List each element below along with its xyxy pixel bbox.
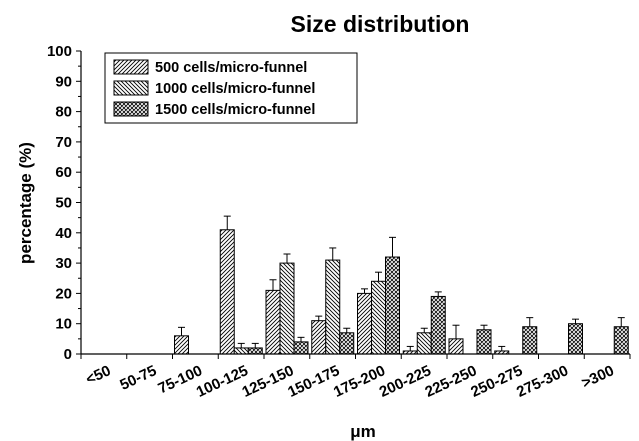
chart-title: Size distribution bbox=[291, 11, 470, 37]
x-tick-label-6: 175-200 bbox=[331, 362, 388, 401]
y-tick-label-80: 80 bbox=[55, 104, 72, 121]
x-axis-label: μm bbox=[350, 422, 376, 441]
bar-s0-3 bbox=[219, 229, 235, 355]
bar-s1-6 bbox=[371, 280, 386, 355]
bar-s0-5 bbox=[311, 320, 327, 355]
legend: 500 cells/micro-funnel 1000 cells/micro-… bbox=[104, 52, 358, 124]
x-tick-label-11: >300 bbox=[579, 362, 617, 392]
bar-s2-3 bbox=[247, 347, 263, 355]
y-axis-label: percentage (%) bbox=[16, 142, 35, 264]
bar-s2-7 bbox=[430, 295, 446, 355]
y-tick-label-90: 90 bbox=[55, 73, 72, 90]
bar-s1-4 bbox=[279, 262, 295, 355]
bar-s0-6 bbox=[357, 292, 372, 355]
y-tick-label-30: 30 bbox=[55, 255, 72, 272]
x-tick-label-4: 125-150 bbox=[239, 362, 296, 401]
bar-s2-5 bbox=[339, 332, 355, 355]
legend-label-1000: 1000 cells/micro-funnel bbox=[155, 81, 315, 97]
x-tick-label-10: 275-300 bbox=[514, 362, 571, 401]
y-tick-label-60: 60 bbox=[55, 164, 72, 181]
bar-s2-8 bbox=[476, 329, 492, 355]
bar-s2-4 bbox=[293, 341, 309, 355]
bar-s0-8 bbox=[448, 338, 464, 355]
bar-s2-9 bbox=[522, 326, 538, 355]
y-tick-label-70: 70 bbox=[55, 134, 72, 151]
x-tick-label-9: 250-275 bbox=[468, 362, 525, 401]
bar-s2-6 bbox=[385, 256, 400, 355]
x-tick-label-0: <50 bbox=[83, 362, 113, 388]
y-tick-label-20: 20 bbox=[55, 285, 72, 302]
x-tick-label-7: 200-225 bbox=[377, 362, 434, 401]
bar-s1-5 bbox=[325, 259, 341, 355]
x-tick-label-5: 150-175 bbox=[285, 362, 342, 401]
x-tick-label-8: 225-250 bbox=[422, 362, 479, 401]
legend-label-1500: 1500 cells/micro-funnel bbox=[155, 102, 315, 118]
bar-s1-7 bbox=[416, 332, 432, 355]
x-tick-label-1: 50-75 bbox=[117, 362, 159, 394]
y-tick-label-40: 40 bbox=[55, 225, 72, 242]
legend-label-500: 500 cells/micro-funnel bbox=[155, 60, 307, 76]
legend-swatch-1000 bbox=[113, 80, 149, 96]
y-tick-label-100: 100 bbox=[47, 43, 72, 60]
y-tick-label-0: 0 bbox=[64, 346, 72, 363]
bar-s2-10 bbox=[568, 323, 583, 355]
y-tick-label-10: 10 bbox=[55, 316, 72, 333]
legend-swatch-1500 bbox=[113, 101, 149, 117]
bar-s0-2 bbox=[174, 335, 189, 355]
legend-swatch-500 bbox=[113, 59, 149, 75]
bar-s0-4 bbox=[265, 289, 281, 355]
bar-s2-11 bbox=[613, 326, 629, 355]
y-tick-label-50: 50 bbox=[55, 195, 72, 212]
bar-s1-3 bbox=[233, 347, 249, 355]
x-tick-label-3: 100-125 bbox=[194, 362, 251, 401]
